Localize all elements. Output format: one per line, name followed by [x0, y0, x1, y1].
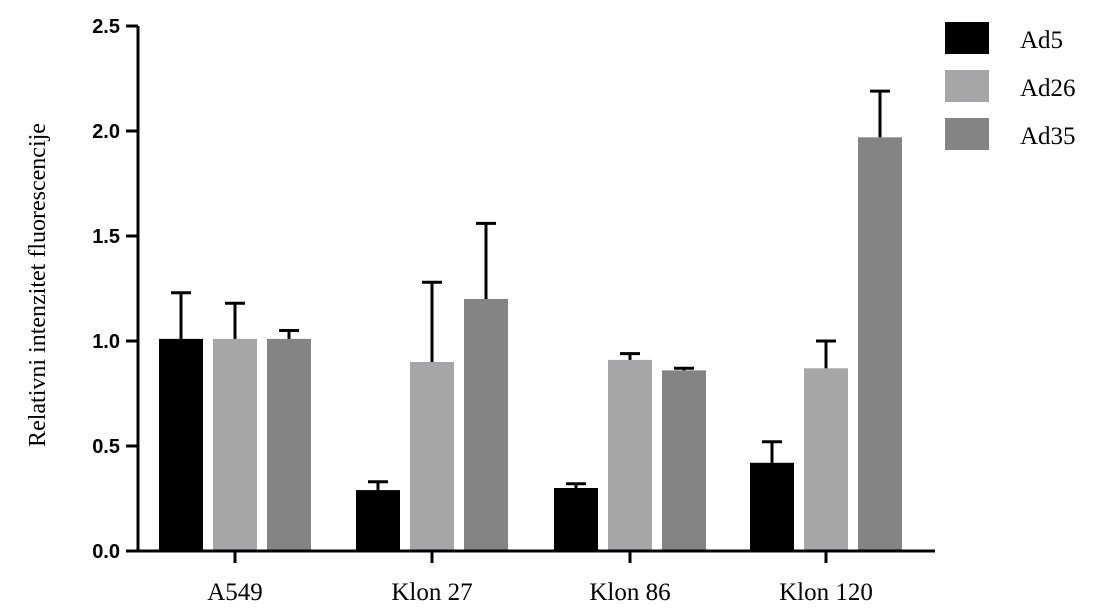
- y-axis-title: Relativni intenzitet fluorescencije: [25, 123, 51, 447]
- legend: Ad5 Ad26 Ad35: [945, 22, 1076, 150]
- error-bar: [422, 280, 442, 362]
- y-ticks: 0.0 0.5 1.0 1.5 2.0 2.5: [92, 16, 138, 563]
- legend-label: Ad5: [1020, 27, 1063, 54]
- error-bar: [816, 339, 836, 369]
- x-category-label: Klon 27: [391, 579, 472, 606]
- y-tick-label: 2.0: [92, 121, 120, 143]
- bar-ad26-a549: [213, 338, 257, 551]
- bar-ad35-klon-86: [662, 370, 706, 551]
- error-bar: [476, 221, 496, 299]
- error-bar: [279, 329, 299, 339]
- error-bar: [566, 482, 586, 488]
- x-category-labels: A549 Klon 27 Klon 86 Klon 120: [207, 551, 873, 606]
- error-bar: [225, 301, 245, 339]
- x-category-label: Klon 86: [589, 579, 670, 606]
- bar-ad26-klon-86: [608, 359, 652, 551]
- y-tick-label: 0.0: [92, 541, 120, 563]
- x-category-label: Klon 120: [779, 579, 873, 606]
- bar-ad26-klon-27: [410, 362, 454, 551]
- error-bar: [870, 89, 890, 138]
- bars-layer: [159, 137, 902, 552]
- legend-item-ad5: Ad5: [945, 22, 1063, 54]
- legend-swatch: [945, 22, 989, 54]
- error-bar: [620, 352, 640, 360]
- bar-ad26-klon-120: [804, 368, 848, 551]
- error-bar: [674, 366, 694, 371]
- legend-swatch: [945, 118, 989, 150]
- bar-ad5-klon-27: [356, 490, 400, 551]
- legend-label: Ad35: [1020, 123, 1076, 150]
- bar-ad35-a549: [267, 338, 311, 551]
- legend-item-ad35: Ad35: [945, 118, 1076, 150]
- bar-ad35-klon-120: [858, 137, 902, 552]
- y-tick-label: 2.5: [92, 16, 120, 38]
- bar-ad35-klon-27: [464, 299, 508, 551]
- error-bar: [762, 440, 782, 463]
- legend-swatch: [945, 70, 989, 102]
- y-tick-label: 1.5: [92, 226, 120, 248]
- bar-ad5-klon-120: [750, 462, 794, 551]
- legend-item-ad26: Ad26: [945, 70, 1076, 102]
- error-bar: [368, 480, 388, 491]
- y-tick-label: 0.5: [92, 436, 120, 458]
- bar-ad5-a549: [159, 338, 203, 551]
- error-bar: [171, 291, 191, 339]
- error-bars-layer: [171, 89, 890, 491]
- y-tick-label: 1.0: [92, 331, 120, 353]
- x-category-label: A549: [207, 579, 263, 606]
- axes-layer: [136, 26, 935, 553]
- legend-label: Ad26: [1020, 75, 1076, 102]
- bar-ad5-klon-86: [554, 488, 598, 551]
